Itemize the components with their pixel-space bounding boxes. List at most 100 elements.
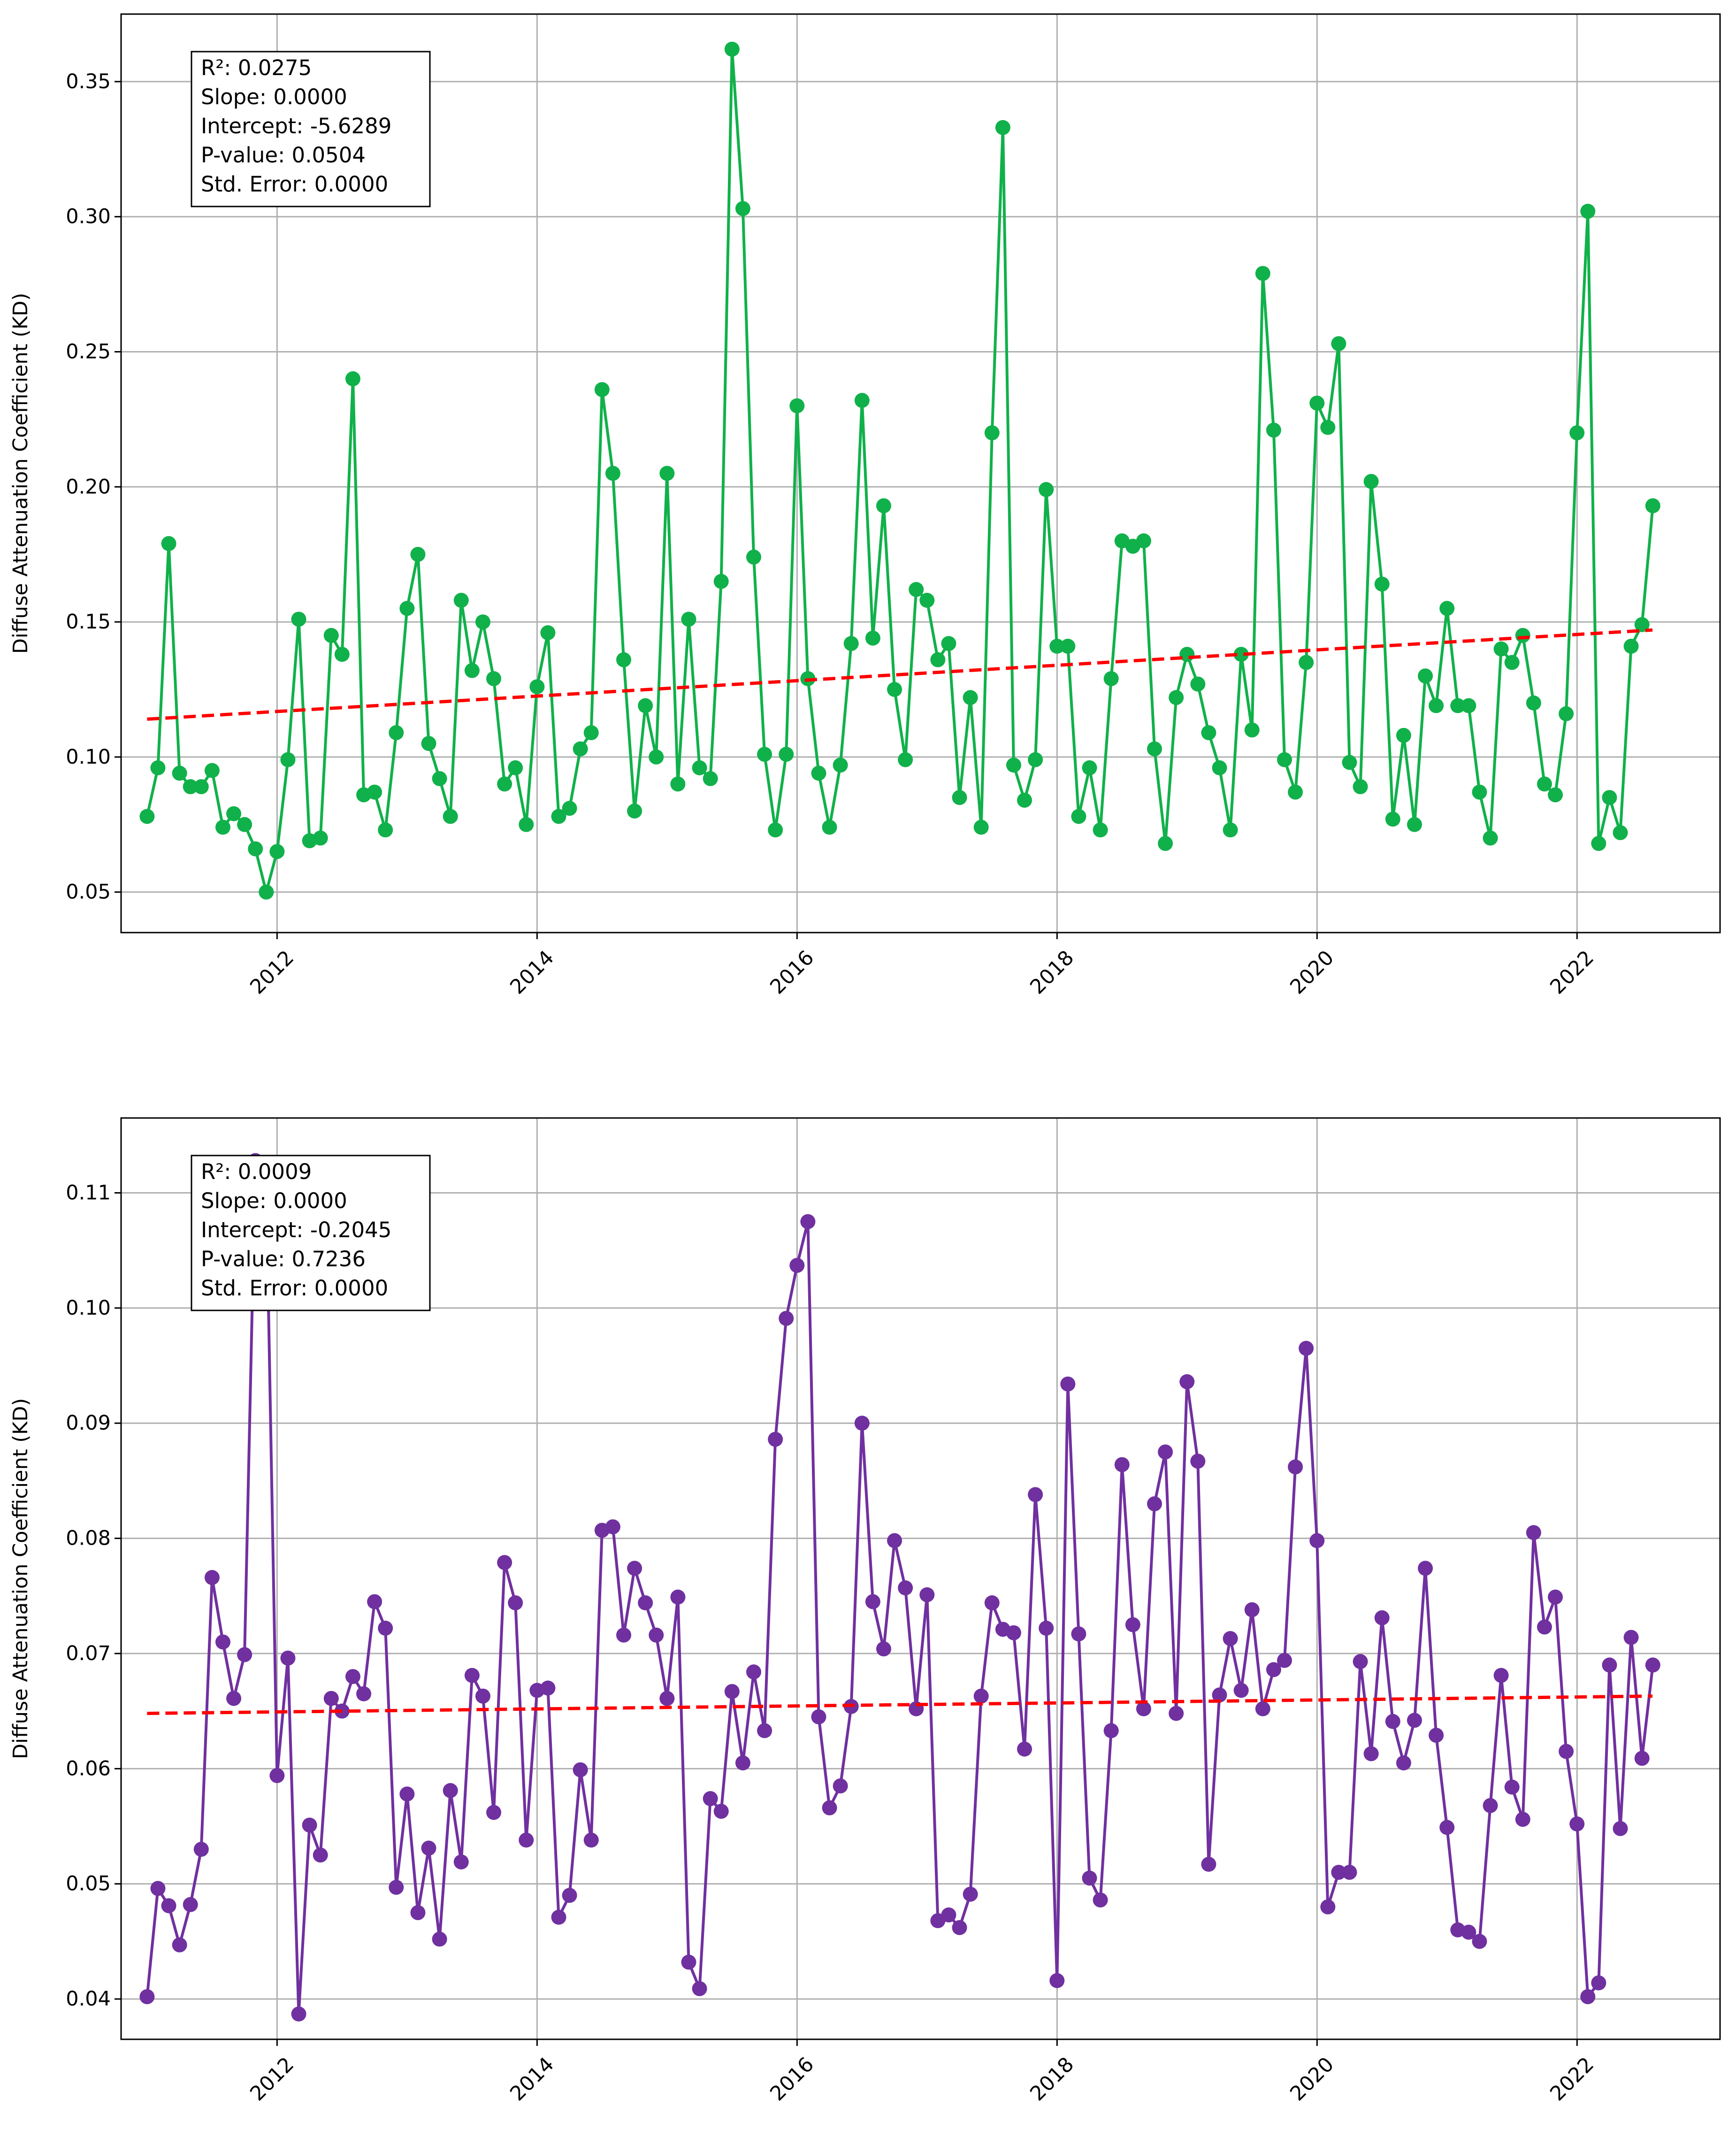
x-tick-label: 2012 (245, 2052, 298, 2105)
data-point (1569, 1816, 1585, 1832)
y-tick-label: 0.05 (66, 1872, 111, 1896)
data-point (161, 536, 176, 551)
data-point (497, 776, 512, 792)
data-point (399, 1786, 415, 1802)
data-point (583, 725, 599, 741)
data-point (280, 752, 296, 767)
data-point (1418, 668, 1433, 684)
data-point (389, 725, 404, 741)
data-point (1082, 760, 1097, 775)
data-point (1071, 809, 1086, 824)
data-point (594, 382, 610, 398)
data-point (497, 1555, 512, 1570)
data-point (356, 1686, 372, 1701)
data-point (638, 1595, 653, 1611)
stats-line: R²: 0.0275 (201, 55, 312, 80)
data-point (919, 1587, 935, 1602)
data-point (1114, 1457, 1130, 1472)
data-point (1439, 1820, 1455, 1835)
stats-line: P-value: 0.0504 (201, 143, 366, 168)
y-tick-label: 0.35 (66, 70, 111, 93)
data-point (898, 752, 913, 767)
data-point (313, 830, 328, 846)
stats-line: R²: 0.0009 (201, 1159, 312, 1184)
data-point (1429, 1728, 1444, 1743)
stats-box (191, 1155, 431, 1311)
data-point (389, 1880, 404, 1895)
data-point (1082, 1870, 1097, 1886)
data-point (345, 371, 360, 387)
data-point (1504, 1779, 1520, 1795)
data-point (1548, 1589, 1563, 1605)
data-point (779, 747, 794, 762)
data-point (519, 1832, 534, 1848)
data-point (508, 1595, 523, 1611)
data-point (1548, 787, 1563, 803)
data-point (302, 1817, 317, 1833)
data-point (1179, 1374, 1195, 1389)
data-point (724, 1684, 740, 1699)
data-point (1299, 655, 1314, 670)
data-point (1277, 752, 1292, 767)
data-point (519, 817, 534, 832)
data-point (811, 1709, 826, 1724)
data-point (779, 1310, 794, 1326)
data-point (1396, 1755, 1411, 1771)
stats-line: P-value: 0.7236 (201, 1247, 366, 1271)
data-point (1103, 671, 1119, 686)
data-point (1450, 698, 1466, 713)
data-point (1429, 698, 1444, 713)
data-point (378, 822, 393, 838)
data-point (432, 1931, 447, 1947)
data-point (973, 1688, 989, 1704)
x-tick-label: 2016 (765, 2052, 818, 2105)
data-point (1634, 1751, 1650, 1766)
data-point (573, 1762, 588, 1777)
data-point (984, 425, 1000, 441)
data-point (876, 1641, 891, 1657)
y-tick-label: 0.04 (66, 1987, 111, 2011)
data-point (757, 747, 772, 762)
x-tick-label: 2016 (765, 946, 818, 999)
data-point (1385, 812, 1400, 827)
data-point (757, 1723, 772, 1738)
data-point (583, 1832, 599, 1848)
data-point (1288, 1459, 1303, 1475)
data-point (529, 679, 545, 695)
data-point (1504, 655, 1520, 670)
data-point (551, 809, 566, 824)
data-point (1190, 1454, 1206, 1469)
data-point (1374, 1610, 1390, 1625)
data-point (1006, 1625, 1021, 1640)
data-point (1602, 790, 1617, 805)
data-point (443, 809, 458, 824)
data-point (713, 574, 729, 589)
data-point (1342, 755, 1357, 770)
data-point (573, 741, 588, 757)
data-point (1255, 1701, 1270, 1716)
data-point (323, 1691, 339, 1706)
data-point (1136, 1701, 1151, 1716)
data-point (1266, 1662, 1281, 1677)
data-point (193, 779, 209, 795)
data-point (1223, 1631, 1238, 1646)
y-tick-label: 0.10 (66, 1296, 111, 1320)
data-point (1483, 1798, 1498, 1813)
data-point (659, 466, 675, 481)
data-point (1060, 638, 1076, 654)
data-point (453, 1854, 469, 1870)
data-point (259, 884, 274, 900)
data-point (649, 1627, 664, 1643)
data-point (1472, 784, 1487, 800)
data-point (1559, 706, 1574, 721)
data-point (1580, 204, 1596, 219)
data-point (464, 663, 480, 678)
data-point (280, 1650, 296, 1666)
data-point (172, 766, 187, 781)
data-point (475, 1688, 490, 1704)
data-point (1537, 776, 1552, 792)
data-point (1613, 825, 1628, 841)
data-point (1244, 1602, 1260, 1617)
data-point (1602, 1657, 1617, 1673)
